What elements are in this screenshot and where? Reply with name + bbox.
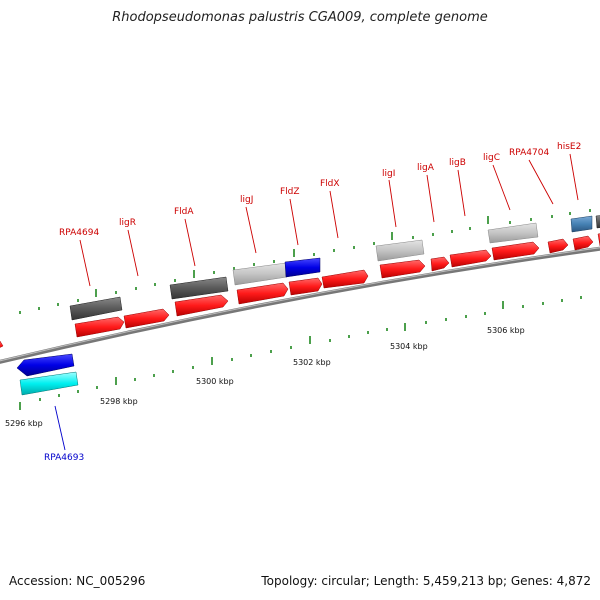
cds-arrow[interactable] — [0, 340, 4, 350]
gene-label-ligc[interactable]: ligC — [483, 153, 500, 163]
feature-block[interactable] — [69, 296, 123, 321]
cds-arrow[interactable] — [379, 259, 426, 279]
gene-label-liga[interactable]: ligA — [417, 163, 435, 173]
feature-block-track — [69, 215, 600, 321]
gene-label-ligb[interactable]: ligB — [449, 158, 466, 168]
scale-labels: 5296 kbp 5298 kbp 5300 kbp 5302 kbp 5304… — [5, 326, 525, 428]
feature-block[interactable] — [375, 239, 425, 262]
gene-label-hise2[interactable]: hisE2 — [557, 142, 581, 152]
cds-arrow[interactable] — [449, 249, 492, 268]
genome-backbone — [0, 246, 600, 364]
feature-block[interactable] — [232, 262, 288, 286]
forward-cds-track — [74, 233, 600, 338]
cds-arrow[interactable] — [430, 256, 450, 272]
gene-label-fldx[interactable]: FldX — [320, 179, 340, 189]
feature-block[interactable] — [19, 371, 79, 396]
label-leader-lines — [54, 153, 579, 451]
topology-text: Topology: circular; Length: 5,459,213 bp… — [261, 574, 591, 588]
upper-tick-row — [19, 209, 591, 314]
scale-label: 5304 kbp — [390, 342, 428, 351]
cds-arrow[interactable] — [236, 282, 289, 305]
feature-block[interactable] — [487, 222, 539, 244]
cds-arrow[interactable] — [321, 269, 369, 289]
gene-label-flda[interactable]: FldA — [174, 207, 194, 217]
feature-block[interactable] — [284, 257, 321, 278]
gene-label-rpa4704[interactable]: RPA4704 — [509, 148, 549, 158]
cds-arrow[interactable] — [288, 277, 323, 296]
cds-arrow[interactable] — [572, 235, 594, 251]
gene-label-rpa4694[interactable]: RPA4694 — [59, 228, 99, 238]
gene-label-ligi[interactable]: ligI — [382, 169, 395, 179]
feature-block[interactable] — [595, 215, 600, 229]
cds-arrow[interactable] — [74, 316, 125, 338]
gene-label-ligr[interactable]: ligR — [119, 218, 136, 228]
lower-tick-row — [19, 296, 582, 410]
cds-arrow[interactable] — [16, 353, 75, 377]
scale-label: 5306 kbp — [487, 326, 525, 335]
gene-labels: RPA4694 ligR FldA ligJ FldZ FldX ligI li… — [44, 142, 581, 463]
cds-arrow[interactable] — [123, 308, 170, 329]
cds-arrow[interactable] — [174, 294, 229, 317]
gene-label-rpa4693[interactable]: RPA4693 — [44, 453, 84, 463]
map-title: Rhodopseudomonas palustris CGA009, compl… — [112, 10, 488, 25]
gene-label-fldz[interactable]: FldZ — [280, 187, 300, 197]
gene-label-ligj[interactable]: ligJ — [240, 195, 253, 205]
feature-block[interactable] — [570, 215, 593, 233]
cds-arrow[interactable] — [491, 241, 540, 261]
scale-label: 5302 kbp — [293, 358, 331, 367]
scale-label: 5296 kbp — [5, 419, 43, 428]
feature-block[interactable] — [169, 276, 229, 300]
accession-text: Accession: NC_005296 — [9, 574, 146, 588]
cds-arrow[interactable] — [547, 238, 569, 254]
scale-label: 5300 kbp — [196, 377, 234, 386]
scale-label: 5298 kbp — [100, 397, 138, 406]
reverse-cds-track — [0, 340, 79, 396]
